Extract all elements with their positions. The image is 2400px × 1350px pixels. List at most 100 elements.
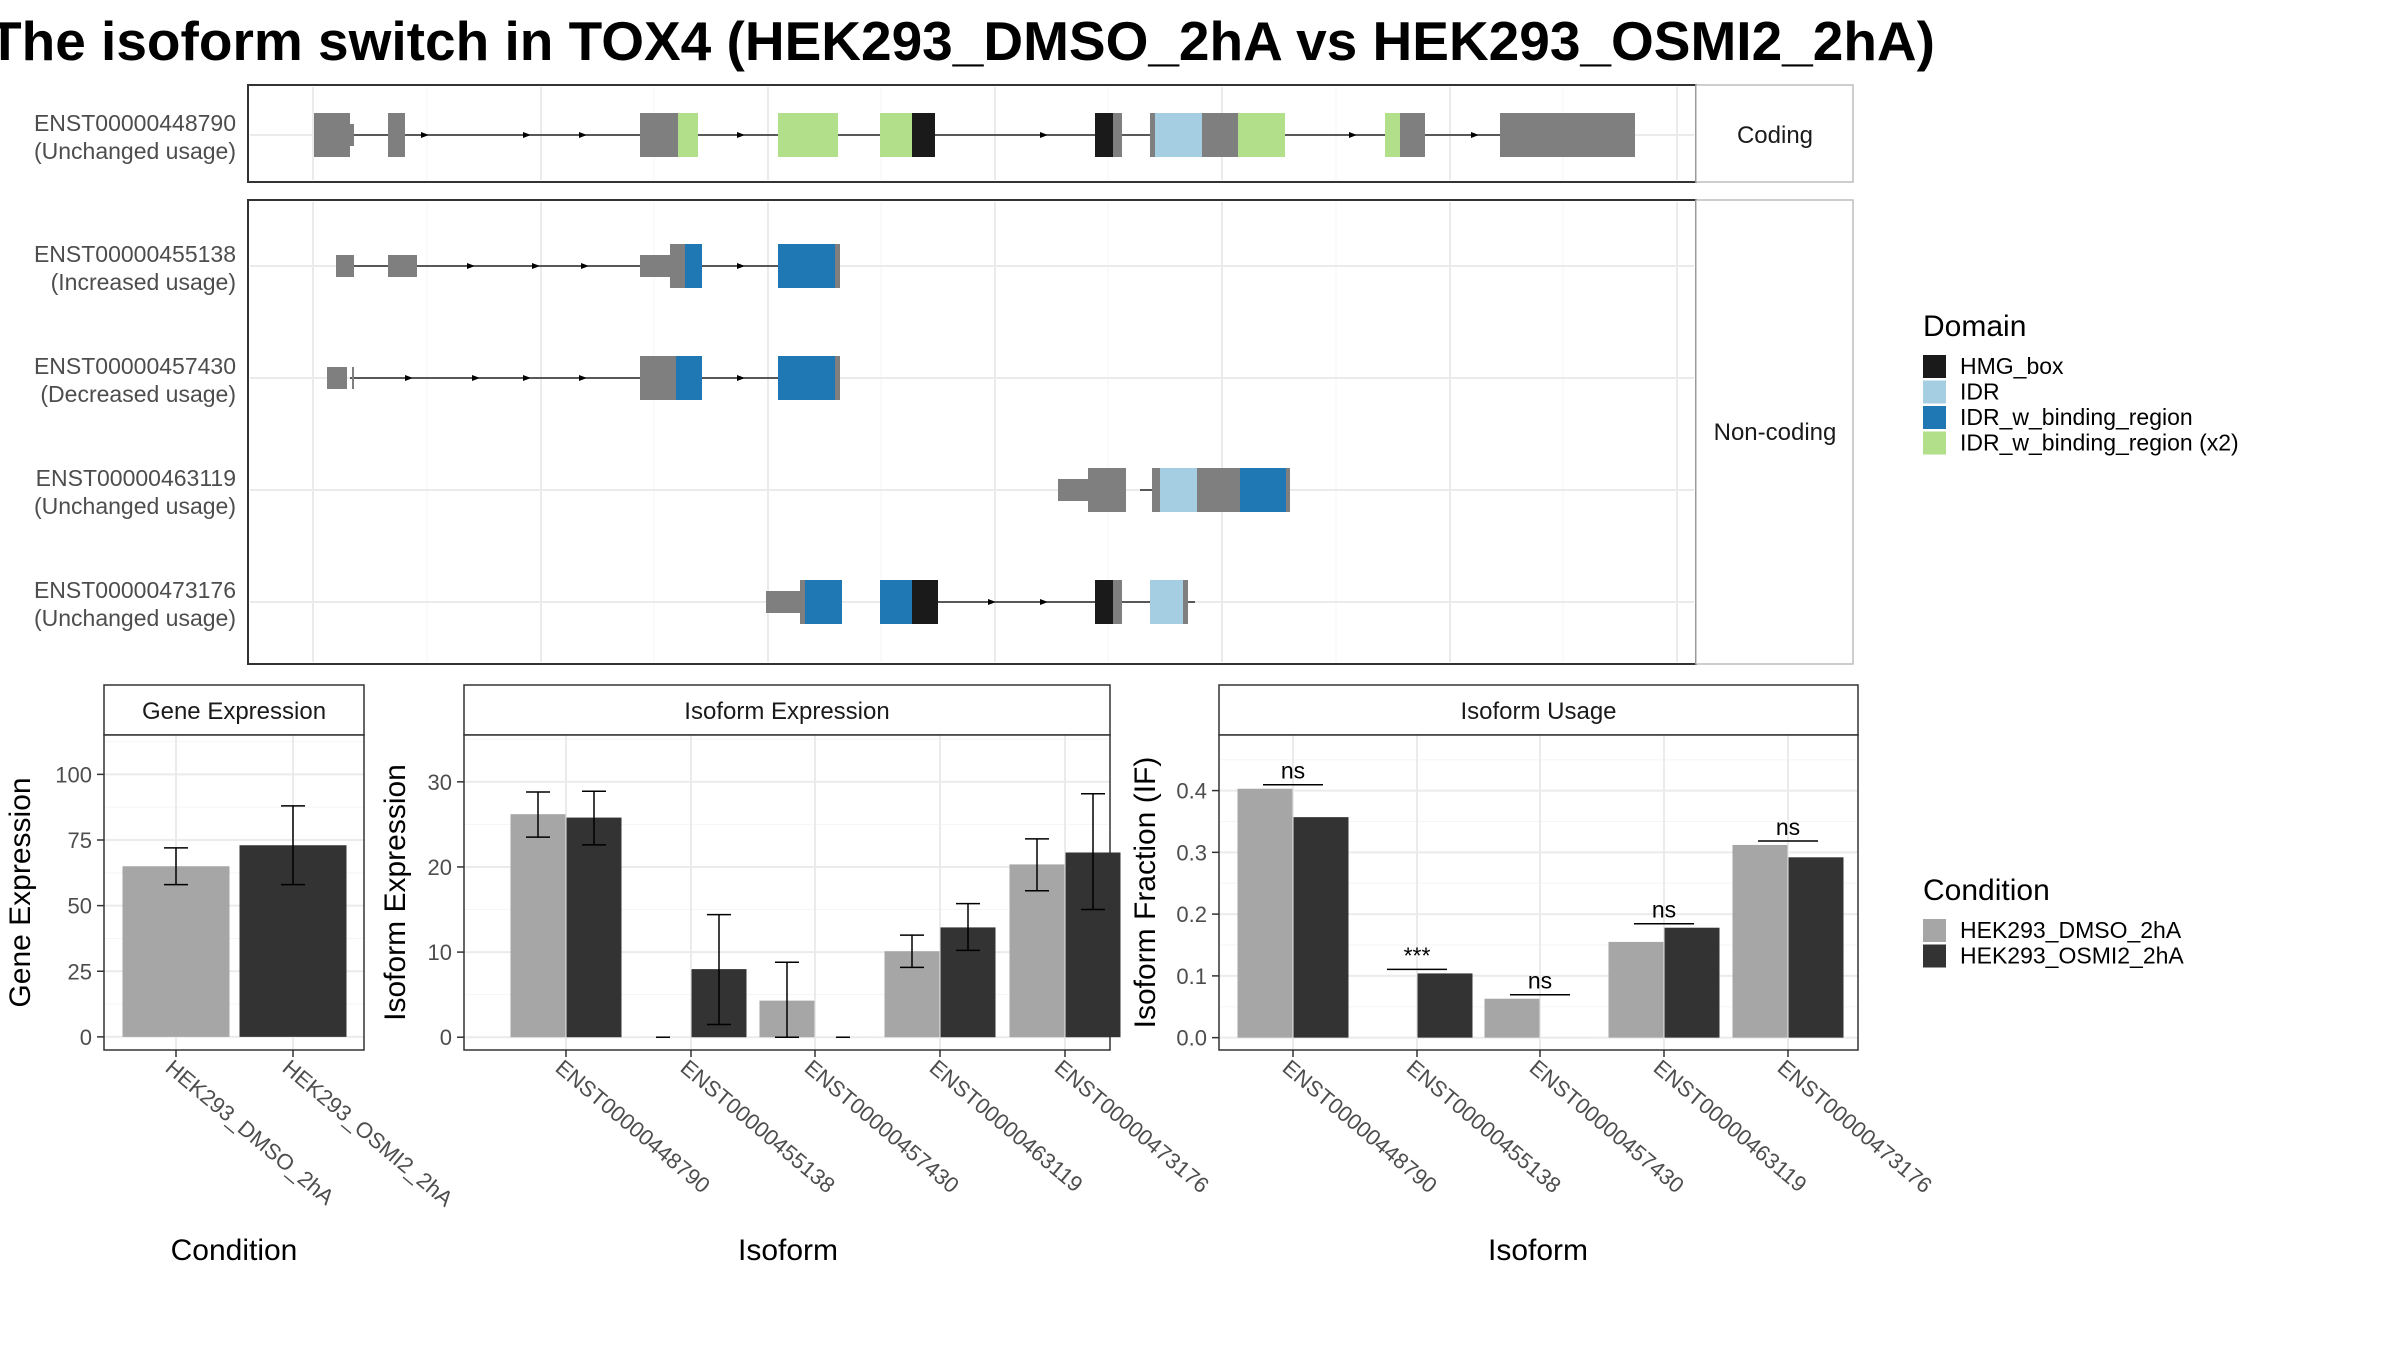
y-tick-label: 20 (428, 855, 452, 880)
isoform-expression-chart: Isoform Expression0102030ENST00000448790… (379, 684, 1214, 1267)
panel-strip (463, 684, 1111, 736)
legend-swatch (1923, 355, 1946, 378)
direction-arrow (1040, 132, 1048, 138)
isoform-usage-label: (Unchanged usage) (34, 605, 236, 631)
direction-arrow (1471, 132, 1479, 138)
bar (1664, 927, 1720, 1038)
exon-segment (676, 356, 702, 400)
exon-segment (352, 367, 354, 389)
legend-swatch (1923, 431, 1946, 455)
legend-label: HEK293_DMSO_2hA (1960, 917, 2182, 943)
y-tick-label: 0 (440, 1025, 452, 1050)
exon-segment (912, 113, 935, 157)
direction-arrow (523, 375, 531, 381)
exon-segment (778, 113, 838, 157)
exon-segment (1088, 468, 1126, 512)
noncoding-facet-label: Non-coding (1714, 419, 1837, 446)
isoform-id-label: ENST00000455138 (34, 241, 236, 267)
exon-segment (1400, 113, 1425, 157)
y-tick-label: 0.4 (1176, 779, 1207, 804)
direction-arrow (737, 375, 745, 381)
panel-title: Isoform Usage (1460, 698, 1616, 725)
exon-segment (766, 591, 800, 613)
exon-segment (835, 244, 840, 288)
bar (1788, 857, 1844, 1038)
significance-label: *** (1404, 942, 1431, 968)
exon-segment (1150, 113, 1155, 157)
exon-segment (805, 580, 842, 624)
noncoding-facet-strip (1695, 199, 1854, 665)
x-axis-title: Condition (171, 1234, 298, 1267)
isoform-tracks (314, 113, 1635, 624)
legend-label: IDR (1960, 379, 2000, 405)
isoform-usage-label: (Increased usage) (51, 269, 236, 295)
exon-segment (685, 244, 702, 288)
exon-segment (912, 580, 938, 624)
y-tick-label: 50 (68, 894, 92, 919)
exon-segment (670, 244, 685, 288)
significance-label: ns (1652, 897, 1676, 923)
significance-label: ns (1528, 968, 1552, 994)
exon-segment (1113, 580, 1122, 624)
exon-segment (1160, 468, 1197, 512)
exon-segment (640, 255, 670, 277)
legend-label: HMG_box (1960, 353, 2064, 379)
exon-segment (327, 367, 347, 389)
y-axis-title: Gene Expression (4, 777, 37, 1007)
isoform-usage-label: (Unchanged usage) (34, 138, 236, 164)
isoform-id-label: ENST00000457430 (34, 353, 236, 379)
bar (510, 814, 566, 1038)
condition-legend-title: Condition (1923, 874, 2050, 907)
y-tick-label: 0.3 (1176, 840, 1207, 865)
gene-expression-chart: Gene Expression0255075100HEK293_DMSO_2hA… (4, 684, 458, 1267)
exon-segment (1500, 113, 1520, 157)
exon-segment (778, 356, 835, 400)
exon-segment (1095, 580, 1113, 624)
bar (1484, 998, 1540, 1038)
exon-segment (678, 113, 698, 157)
significance-label: ns (1776, 814, 1800, 840)
isoform-usage-label: (Decreased usage) (40, 381, 236, 407)
legend-swatch (1923, 919, 1946, 942)
bar (1608, 941, 1664, 1038)
exon-segment (388, 113, 405, 157)
y-tick-label: 25 (68, 959, 92, 984)
panel-strip (1218, 684, 1859, 736)
y-tick-label: 30 (428, 770, 452, 795)
domain-legend: Domain HMG_boxIDRIDR_w_binding_regionIDR_… (1923, 310, 2239, 456)
direction-arrow (737, 263, 745, 269)
y-tick-label: 0.2 (1176, 902, 1207, 927)
exon-segment (1286, 468, 1290, 512)
exon-segment (1240, 468, 1286, 512)
panel-border (103, 734, 365, 1051)
exon-segment (1113, 113, 1122, 157)
y-tick-label: 0.1 (1176, 964, 1207, 989)
transcript-structure-panel: Coding Non-coding ENST00000448790(Unchan… (34, 84, 1854, 665)
exon-segment (1238, 113, 1285, 157)
panel-title: Isoform Expression (684, 698, 889, 725)
isoform-labels: ENST00000448790(Unchanged usage)ENST0000… (34, 110, 236, 631)
exon-segment (1183, 580, 1188, 624)
isoform-id-label: ENST00000463119 (36, 465, 236, 491)
exon-segment (1385, 113, 1400, 157)
bar (1293, 817, 1349, 1038)
exon-segment (1155, 580, 1183, 624)
legend-label: HEK293_OSMI2_2hA (1960, 943, 2184, 969)
isoform-id-label: ENST00000448790 (34, 110, 236, 136)
exon-segment (1520, 113, 1635, 157)
bar (566, 817, 622, 1038)
bar (1417, 973, 1473, 1038)
direction-arrow (579, 132, 587, 138)
exon-segment (336, 255, 354, 277)
panel-strip (103, 684, 365, 736)
exon-segment (1152, 468, 1160, 512)
exon-segment (350, 124, 354, 146)
direction-arrow (988, 599, 996, 605)
exon-segment (640, 356, 676, 400)
direction-arrow (472, 375, 480, 381)
noncoding-panel-border (247, 199, 1697, 665)
direction-arrow (581, 263, 589, 269)
bar (122, 866, 230, 1037)
x-axis-title: Isoform (738, 1234, 838, 1267)
exon-segment (640, 113, 678, 157)
